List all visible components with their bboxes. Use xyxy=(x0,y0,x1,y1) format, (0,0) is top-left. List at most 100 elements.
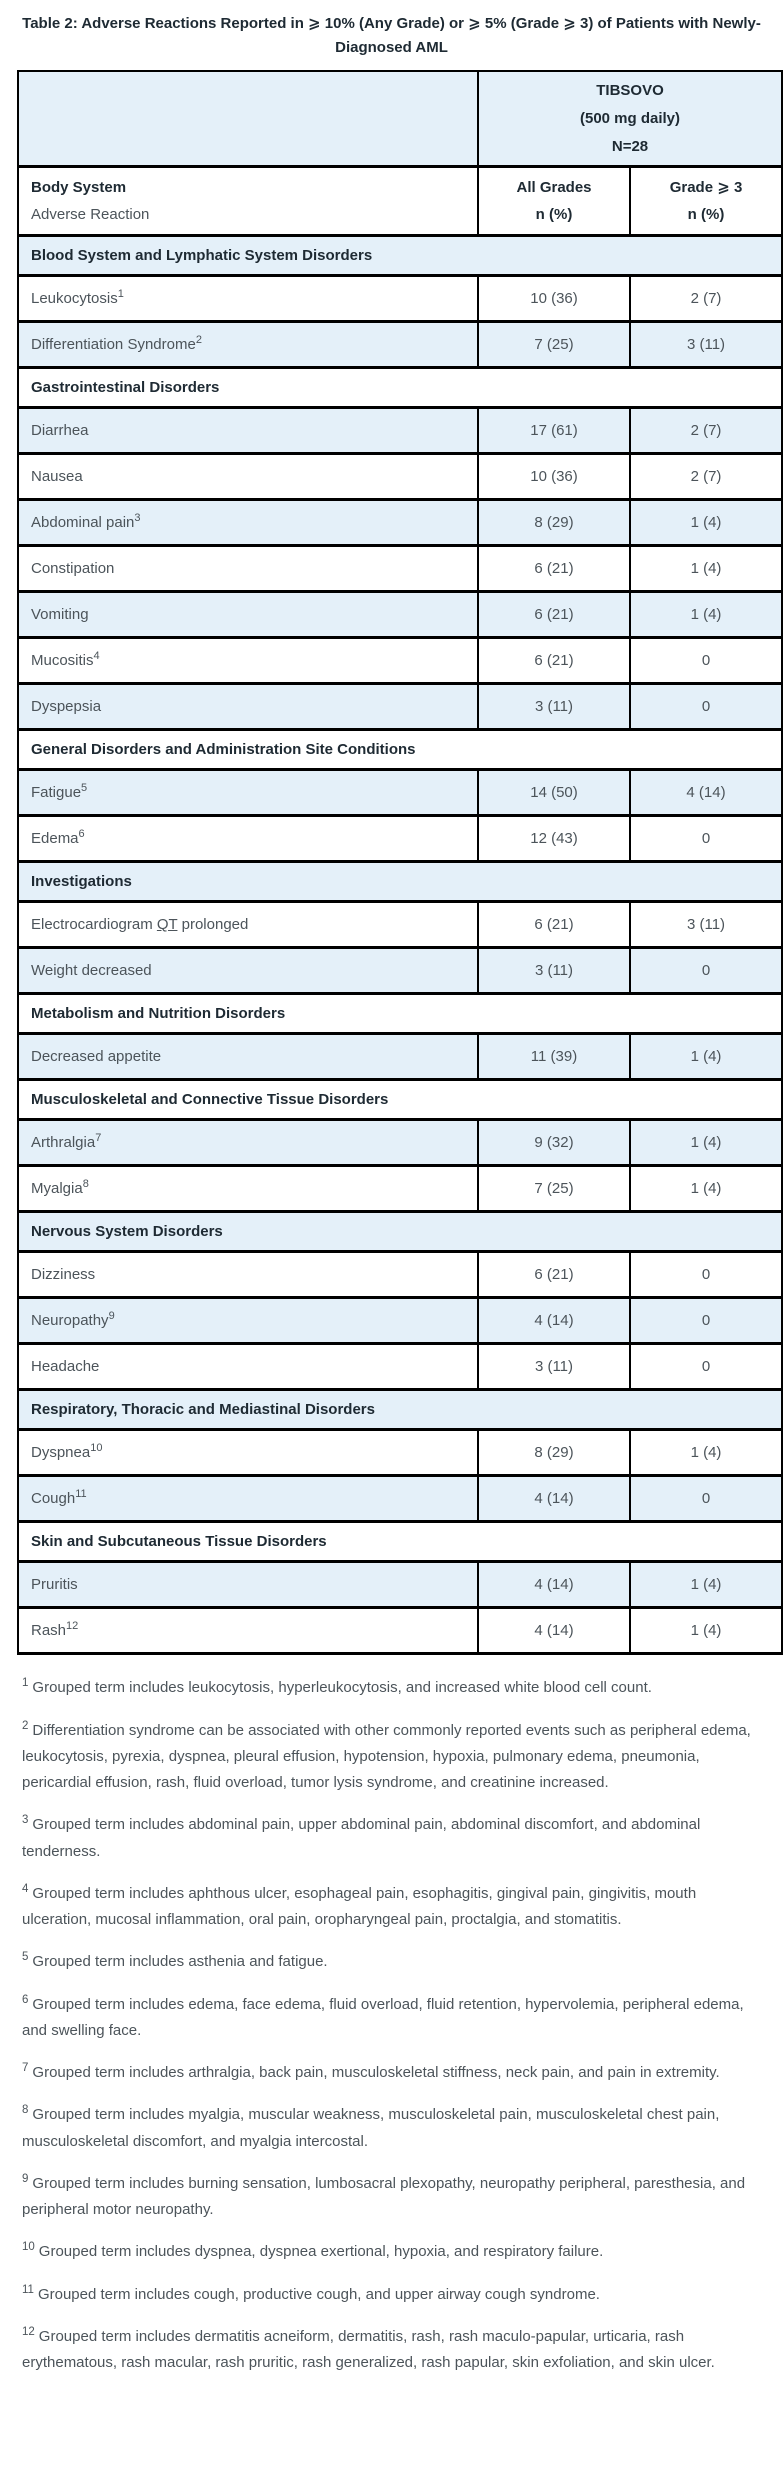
table-row: Fatigue5 14 (50) 4 (14) xyxy=(17,768,783,818)
table-row: Myalgia8 7 (25) 1 (4) xyxy=(17,1164,783,1214)
table-row: Weight decreased 3 (11) 0 xyxy=(17,946,783,996)
section-row: Investigations xyxy=(16,860,783,904)
column-header-grade3: Grade ⩾ 3 n (%) xyxy=(628,165,783,238)
footnote-text: Grouped term includes dermatitis acneifo… xyxy=(22,2327,715,2371)
reaction-cell: Arthralgia7 xyxy=(17,1118,479,1168)
reaction-footnote-marker: 7 xyxy=(95,1132,102,1145)
section-label: Gastrointestinal Disorders xyxy=(16,366,783,410)
table-row: Edema6 12 (43) 0 xyxy=(17,814,783,864)
grade3-cell: 4 (14) xyxy=(628,768,783,818)
drug-dose: (500 mg daily) xyxy=(579,109,681,127)
section-label: Musculoskeletal and Connective Tissue Di… xyxy=(16,1078,783,1122)
footnote-marker: 10 xyxy=(22,2241,35,2254)
footnote: 5 Grouped term includes asthenia and fati… xyxy=(22,1949,751,1975)
reaction-cell: Nausea xyxy=(17,452,479,502)
table-row: Dizziness 6 (21) 0 xyxy=(17,1250,783,1300)
reaction-cell: Headache xyxy=(17,1342,479,1392)
table-row: Neuropathy9 4 (14) 0 xyxy=(17,1296,783,1346)
all-grades-cell: 11 (39) xyxy=(477,1032,631,1082)
all-grades-cell: 10 (36) xyxy=(477,452,631,502)
reaction-cell: Vomiting xyxy=(17,590,479,640)
grade3-cell: 1 (4) xyxy=(628,1428,783,1478)
grade3-cell: 2 (7) xyxy=(628,274,783,324)
section-label: Respiratory, Thoracic and Mediastinal Di… xyxy=(16,1388,783,1432)
reaction-cell: Cough11 xyxy=(17,1474,479,1524)
grade3-cell: 1 (4) xyxy=(628,1606,783,1656)
reaction-cell: Dyspepsia xyxy=(17,682,479,732)
grade3-cell: 1 (4) xyxy=(628,498,783,548)
grade3-cell: 0 xyxy=(628,1342,783,1392)
reaction-cell: Myalgia8 xyxy=(17,1164,479,1214)
footnote-marker: 3 xyxy=(22,1814,29,1827)
reaction-cell: Diarrhea xyxy=(17,406,479,456)
all-grades-cell: 9 (32) xyxy=(477,1118,631,1168)
grade3-cell: 0 xyxy=(628,814,783,864)
table-row: Mucositis4 6 (21) 0 xyxy=(17,636,783,686)
column-header-body-system: Body System Adverse Reaction xyxy=(17,165,479,238)
all-grades-cell: 8 (29) xyxy=(477,498,631,548)
section-row: Blood System and Lymphatic System Disord… xyxy=(16,234,783,278)
reaction-cell: Differentiation Syndrome2 xyxy=(17,320,479,370)
table-row: Electrocardiogram QT prolonged 6 (21) 3 (1… xyxy=(17,900,783,950)
footnote-marker: 5 xyxy=(22,1951,29,1964)
grade3-cell: 0 xyxy=(628,946,783,996)
grade3-cell: 0 xyxy=(628,1296,783,1346)
table-row: Vomiting 6 (21) 1 (4) xyxy=(17,590,783,640)
table-row: Dyspepsia 3 (11) 0 xyxy=(17,682,783,732)
reaction-cell: Electrocardiogram QT prolonged xyxy=(17,900,479,950)
all-grades-cell: 6 (21) xyxy=(477,544,631,594)
grade3-cell: 0 xyxy=(628,1250,783,1300)
all-grades-cell: 17 (61) xyxy=(477,406,631,456)
column-header-row: Body System Adverse Reaction All Grades … xyxy=(17,165,783,238)
table-row: Dyspnea10 8 (29) 1 (4) xyxy=(17,1428,783,1478)
all-grades-cell: 4 (14) xyxy=(477,1560,631,1610)
section-label: Metabolism and Nutrition Disorders xyxy=(16,992,783,1036)
reaction-cell: Rash12 xyxy=(17,1606,479,1656)
grade3-cell: 0 xyxy=(628,682,783,732)
footnote-text: Grouped term includes abdominal pain, up… xyxy=(22,1816,701,1860)
reaction-footnote-marker: 8 xyxy=(82,1178,89,1191)
reaction-footnote-marker: 9 xyxy=(108,1310,115,1323)
drug-header-cell: TIBSOVO (500 mg daily) N=28 xyxy=(476,70,783,169)
grade3-cell: 3 (11) xyxy=(628,320,783,370)
all-grades-cell: 7 (25) xyxy=(477,1164,631,1214)
footnote: 10 Grouped term includes dyspnea, dyspnea… xyxy=(22,2239,751,2265)
table-row: Headache 3 (11) 0 xyxy=(17,1342,783,1392)
reaction-cell: Mucositis4 xyxy=(17,636,479,686)
footnotes: 1 Grouped term includes leukocytosis, hyp… xyxy=(22,1675,751,2376)
all-grades-cell: 3 (11) xyxy=(477,682,631,732)
grade3-cell: 2 (7) xyxy=(628,452,783,502)
grade3-cell: 1 (4) xyxy=(628,1118,783,1168)
footnote: 11 Grouped term includes cough, productiv… xyxy=(22,2282,751,2308)
footnote-text: Grouped term includes dyspnea, dyspnea e… xyxy=(38,2243,604,2261)
reaction-cell: Decreased appetite xyxy=(17,1032,479,1082)
reaction-footnote-marker: 10 xyxy=(90,1442,103,1455)
all-grades-cell: 14 (50) xyxy=(477,768,631,818)
all-grades-cell: 6 (21) xyxy=(477,1250,631,1300)
reaction-cell: Leukocytosis1 xyxy=(17,274,479,324)
footnote: 4 Grouped term includes aphthous ulcer, e… xyxy=(22,1881,751,1934)
footnote-marker: 6 xyxy=(22,1993,29,2006)
all-grades-cell: 6 (21) xyxy=(477,636,631,686)
table-row: Pruritis 4 (14) 1 (4) xyxy=(17,1560,783,1610)
table-row: Nausea 10 (36) 2 (7) xyxy=(17,452,783,502)
table-row: Rash12 4 (14) 1 (4) xyxy=(17,1606,783,1656)
all-grades-cell: 4 (14) xyxy=(477,1606,631,1656)
drug-header-row: TIBSOVO (500 mg daily) N=28 xyxy=(17,70,783,169)
table-row: Leukocytosis1 10 (36) 2 (7) xyxy=(17,274,783,324)
footnote-text: Grouped term includes leukocytosis, hype… xyxy=(32,1679,652,1697)
drug-name: TIBSOVO xyxy=(596,82,664,99)
footnote: 7 Grouped term includes arthralgia, back … xyxy=(22,2060,751,2086)
grade3-cell: 0 xyxy=(628,1474,783,1524)
footnote: 1 Grouped term includes leukocytosis, hyp… xyxy=(22,1675,751,1701)
footnote: 3 Grouped term includes abdominal pain, u… xyxy=(22,1812,751,1865)
reaction-footnote-marker: 1 xyxy=(117,288,124,301)
table-row: Decreased appetite 11 (39) 1 (4) xyxy=(17,1032,783,1082)
reaction-cell: Edema6 xyxy=(17,814,479,864)
footnote-marker: 4 xyxy=(22,1882,29,1895)
table-title: Table 2: Adverse Reactions Reported in ⩾… xyxy=(22,15,761,56)
all-grades-cell: 6 (21) xyxy=(477,900,631,950)
footnote: 9 Grouped term includes burning sensation… xyxy=(22,2171,751,2224)
section-label: Investigations xyxy=(16,860,783,904)
table-row: Constipation 6 (21) 1 (4) xyxy=(17,544,783,594)
